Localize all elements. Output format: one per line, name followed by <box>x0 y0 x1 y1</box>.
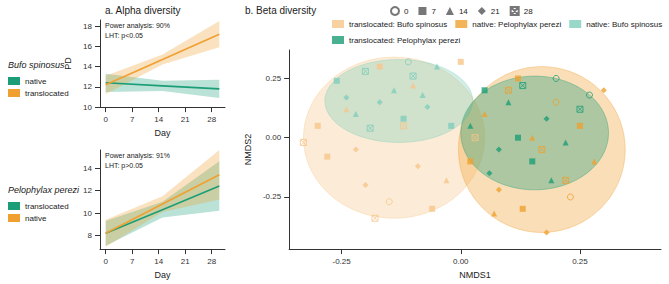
svg-text:14: 14 <box>83 62 92 71</box>
svg-text:7: 7 <box>130 115 135 124</box>
svg-text:native: Pelophylax perezi: native: Pelophylax perezi <box>472 20 561 29</box>
svg-text:translocated: Pelophylax perez: translocated: Pelophylax perezi <box>349 36 460 45</box>
svg-text:16: 16 <box>83 42 92 51</box>
svg-text:-0.25: -0.25 <box>263 192 282 201</box>
svg-text:a. Alpha diversity: a. Alpha diversity <box>105 5 181 16</box>
svg-text:28: 28 <box>207 115 216 124</box>
svg-text:12: 12 <box>83 82 92 91</box>
svg-text:0.25: 0.25 <box>572 257 588 266</box>
svg-text:LHT: p<0.05: LHT: p<0.05 <box>105 32 143 40</box>
svg-text:7: 7 <box>130 257 135 266</box>
svg-text:translocated: translocated <box>25 89 69 98</box>
svg-text:7: 7 <box>431 7 436 16</box>
svg-text:28: 28 <box>524 7 533 16</box>
svg-text:Day: Day <box>154 270 171 280</box>
svg-text:LHT: p>0.05: LHT: p>0.05 <box>105 162 143 170</box>
svg-text:0: 0 <box>404 7 409 16</box>
svg-text:native: Bufo spinosus: native: Bufo spinosus <box>586 20 662 29</box>
svg-text:native: native <box>25 77 47 86</box>
svg-text:14: 14 <box>459 7 468 16</box>
svg-text:0.25: 0.25 <box>266 74 282 83</box>
svg-text:14: 14 <box>154 257 163 266</box>
svg-text:21: 21 <box>181 257 190 266</box>
svg-text:21: 21 <box>181 115 190 124</box>
svg-text:Day: Day <box>154 128 171 138</box>
svg-text:Power analysis: 91%: Power analysis: 91% <box>105 152 170 160</box>
svg-text:10: 10 <box>83 209 92 218</box>
svg-text:18: 18 <box>83 22 92 31</box>
svg-text:native: native <box>25 214 47 223</box>
svg-text:Pelophylax perezi: Pelophylax perezi <box>8 185 80 195</box>
svg-text:PD: PD <box>62 57 73 70</box>
svg-text:0: 0 <box>103 115 108 124</box>
svg-text:14: 14 <box>154 115 163 124</box>
svg-text:0: 0 <box>103 257 108 266</box>
svg-text:translocated: translocated <box>25 202 69 211</box>
svg-text:8: 8 <box>88 231 93 240</box>
svg-text:21: 21 <box>491 7 500 16</box>
svg-text:10: 10 <box>83 103 92 112</box>
svg-text:-0.25: -0.25 <box>332 257 351 266</box>
svg-text:Power analysis: 90%: Power analysis: 90% <box>105 22 170 30</box>
svg-text:14: 14 <box>83 164 92 173</box>
svg-text:12: 12 <box>83 186 92 195</box>
svg-text:NMDS2: NMDS2 <box>243 134 253 166</box>
svg-text:0.00: 0.00 <box>453 257 469 266</box>
svg-text:translocated: Bufo spinosus: translocated: Bufo spinosus <box>349 20 447 29</box>
svg-text:b. Beta diversity: b. Beta diversity <box>245 5 316 16</box>
svg-text:Bufo spinosus: Bufo spinosus <box>8 60 65 70</box>
svg-text:NMDS1: NMDS1 <box>459 270 491 280</box>
svg-text:0.00: 0.00 <box>266 133 282 142</box>
svg-text:28: 28 <box>207 257 216 266</box>
